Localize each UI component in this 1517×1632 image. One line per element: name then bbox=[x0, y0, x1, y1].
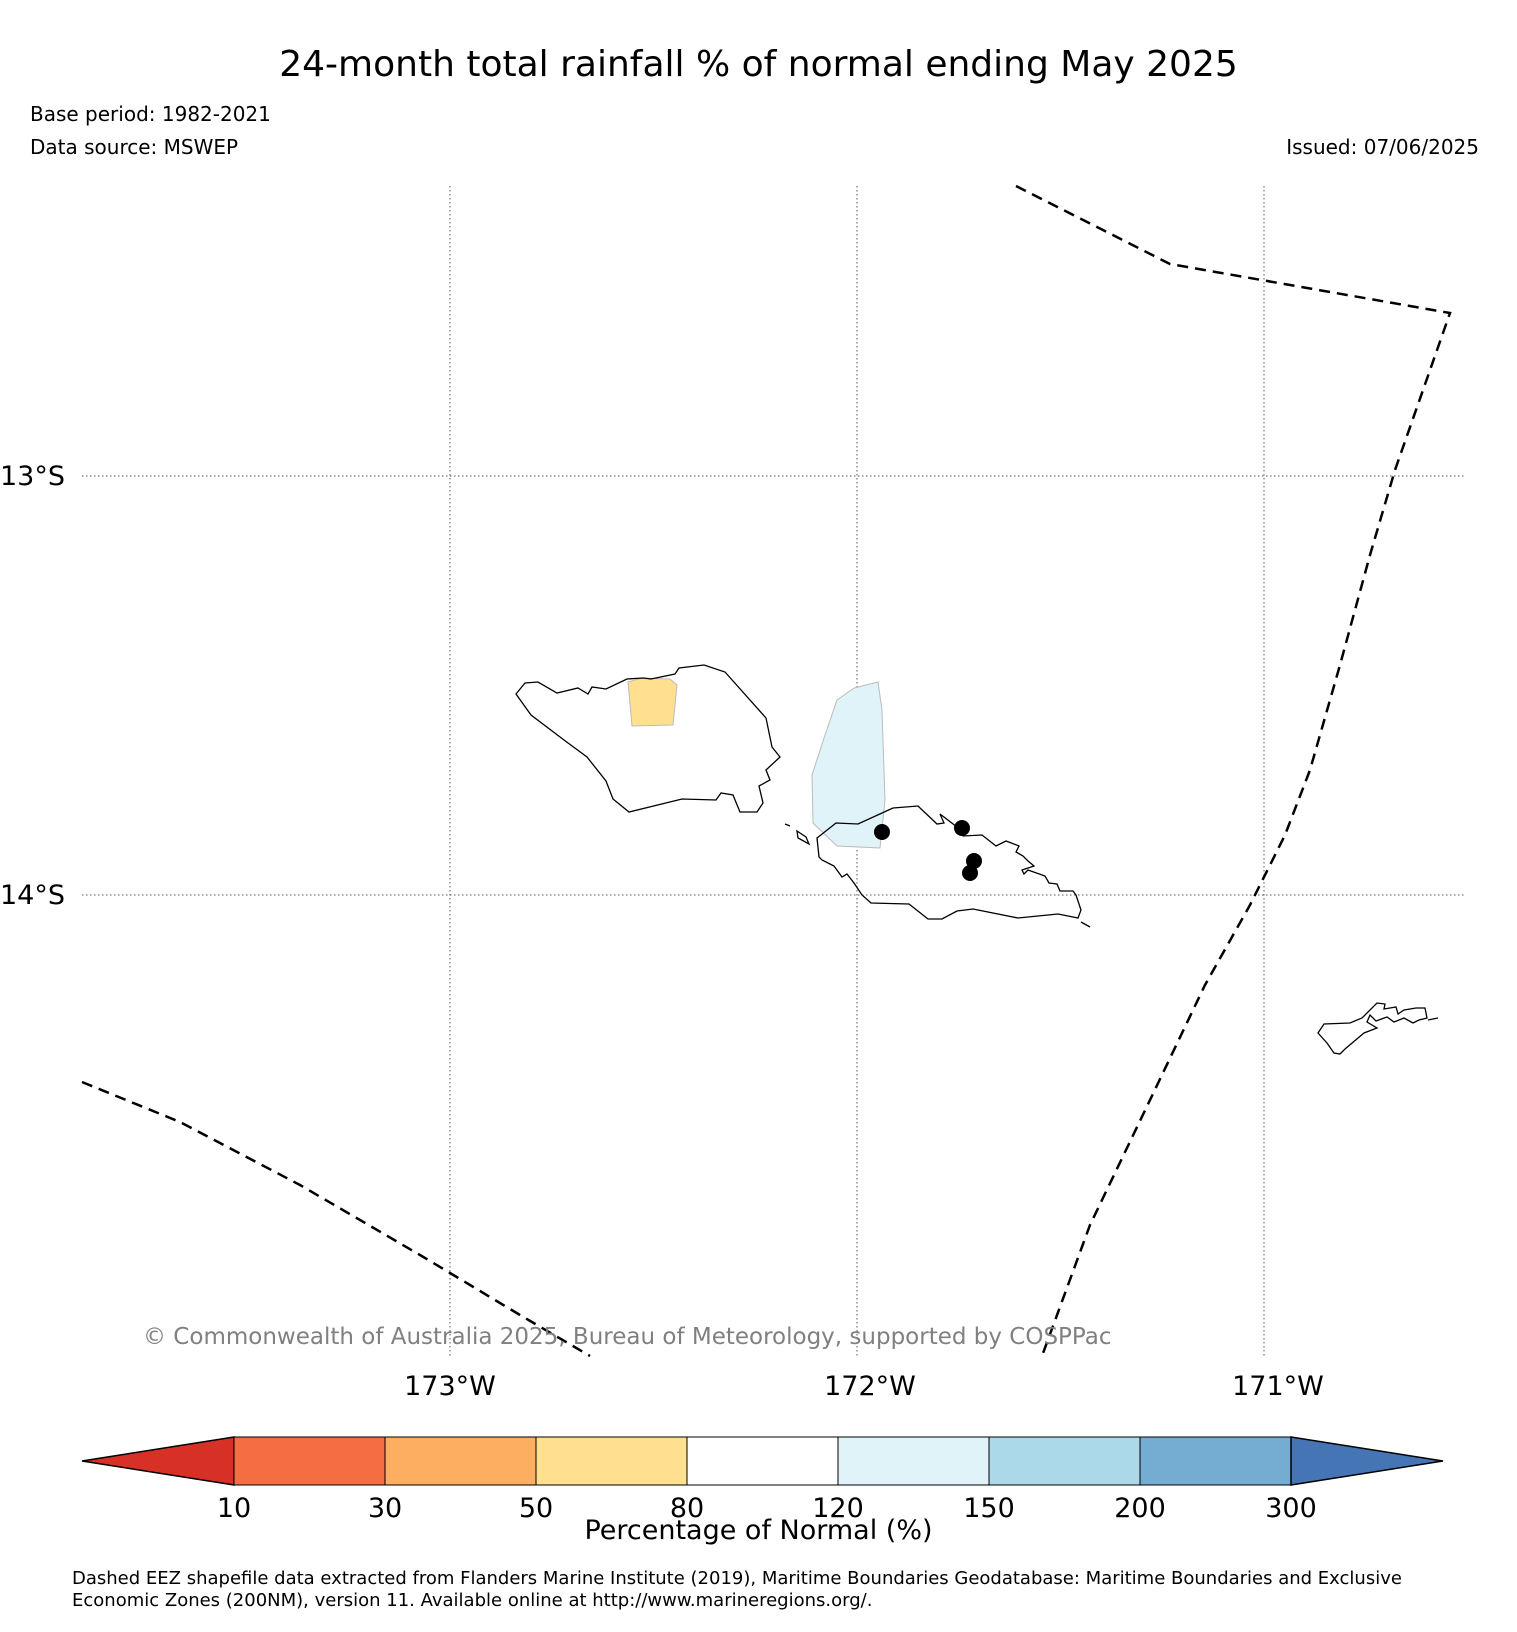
island-apolima bbox=[784, 823, 791, 827]
colorbar-segment bbox=[1139, 1436, 1292, 1486]
footnote-line-1: Dashed EEZ shapefile data extracted from… bbox=[72, 1568, 1402, 1589]
rainfall-region-below-normal bbox=[627, 677, 678, 727]
station-marker bbox=[954, 820, 970, 836]
island-upolu bbox=[816, 805, 1082, 920]
island-aunuu bbox=[1427, 1017, 1439, 1021]
rainfall-map: 13°S 14°S 173°W 172°W 171°W © Commonweal… bbox=[0, 184, 1466, 1400]
station-markers bbox=[874, 820, 982, 881]
island-nuutele bbox=[1080, 921, 1091, 928]
colorbar-segment bbox=[535, 1436, 688, 1486]
footnote: Dashed EEZ shapefile data extracted from… bbox=[72, 1568, 1492, 1612]
lat-label-13s: 13°S bbox=[0, 461, 65, 492]
data-source: Data source: MSWEP bbox=[30, 135, 239, 159]
colorbar-segments bbox=[81, 1436, 1444, 1486]
eez-line-south bbox=[81, 1080, 591, 1358]
eez-line-north bbox=[1015, 184, 1452, 1357]
station-marker bbox=[874, 824, 890, 840]
graticule bbox=[82, 186, 1466, 1356]
coastlines bbox=[515, 664, 1439, 1055]
chart-title: 24-month total rainfall % of normal endi… bbox=[279, 44, 1238, 85]
issued-date: Issued: 07/06/2025 bbox=[1286, 135, 1479, 159]
colorbar-segment bbox=[686, 1436, 839, 1486]
eez-boundaries bbox=[81, 184, 1452, 1358]
rainfall-region-above-normal bbox=[811, 681, 886, 849]
lat-label-14s: 14°S bbox=[0, 880, 65, 911]
colorbar-extend-high bbox=[1290, 1436, 1444, 1486]
colorbar-segment bbox=[988, 1436, 1141, 1486]
colorbar-segment bbox=[384, 1436, 537, 1486]
island-tutuila bbox=[1317, 1002, 1428, 1055]
island-savaii bbox=[515, 664, 781, 813]
station-marker bbox=[962, 865, 978, 881]
footnote-line-2: Economic Zones (200NM), version 11. Avai… bbox=[72, 1590, 873, 1611]
colorbar-segment bbox=[837, 1436, 990, 1486]
base-period: Base period: 1982-2021 bbox=[30, 102, 271, 126]
colorbar-segment bbox=[233, 1436, 386, 1486]
island-manono bbox=[796, 829, 811, 846]
copyright-notice: © Commonwealth of Australia 2025, Bureau… bbox=[143, 1324, 1112, 1350]
colorbar-label: Percentage of Normal (%) bbox=[584, 1515, 933, 1546]
colorbar-extend-low bbox=[81, 1436, 235, 1486]
lon-label-172w: 172°W bbox=[824, 1371, 916, 1400]
lon-label-171w: 171°W bbox=[1232, 1371, 1324, 1400]
lon-label-173w: 173°W bbox=[404, 1371, 496, 1400]
